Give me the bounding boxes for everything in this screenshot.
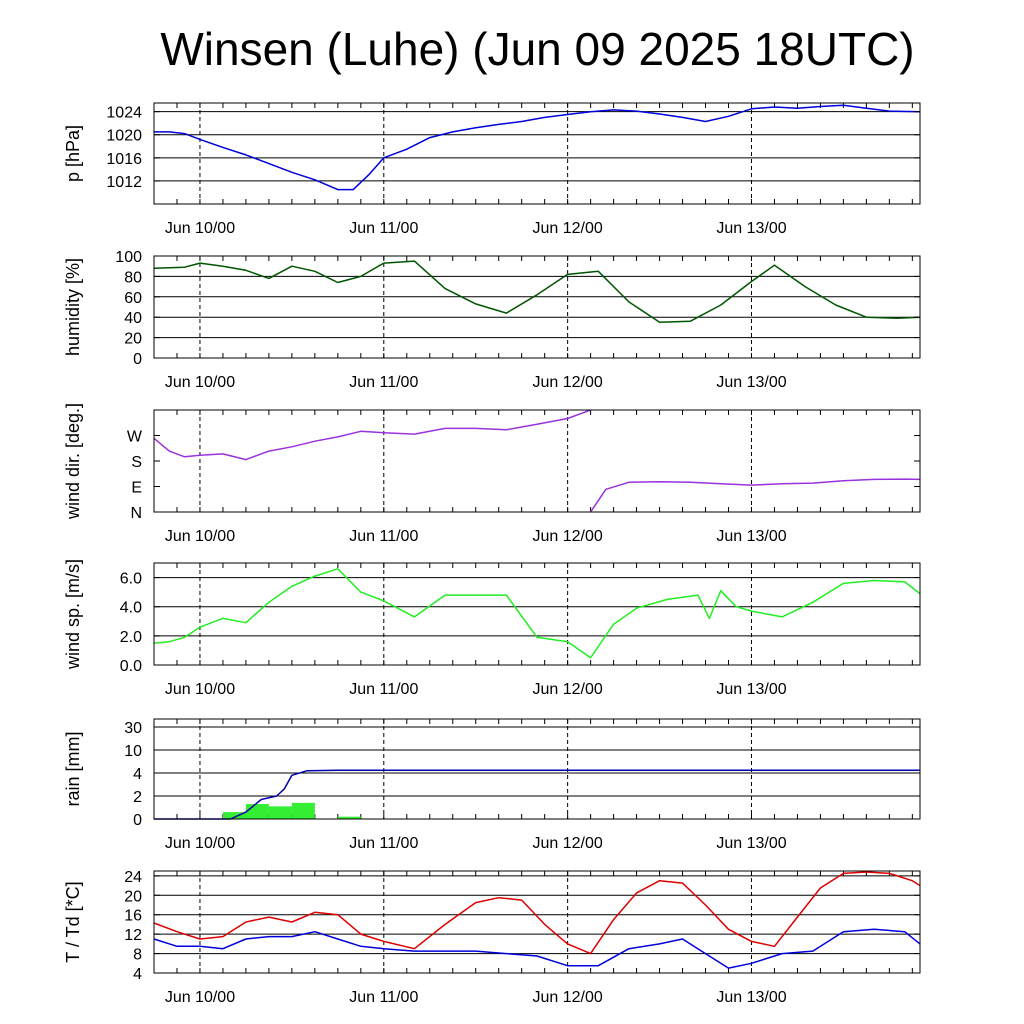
rain-bar [245,804,269,819]
y-tick-label: W [127,429,143,446]
y-axis-label: p [hPa] [63,125,83,182]
y-tick-label: 100 [115,249,142,266]
y-tick-label: 4 [133,966,142,983]
plot-frame [153,102,921,205]
x-tick-label: Jun 11/00 [349,835,418,852]
series-line-rain [154,769,920,820]
plot-frame [153,255,921,359]
y-axis-label: humidity [%] [63,258,83,356]
series-line-pressure [154,104,921,191]
y-tick-label: 2 [133,789,142,806]
plot-frame [153,562,921,666]
x-tick-label: Jun 10/00 [165,374,235,391]
y-tick-label: 20 [124,888,142,905]
y-tick-label: 4 [133,766,142,783]
y-tick-label: 1024 [106,105,142,122]
rain-bar [291,802,315,819]
series-line-wind_direction [153,409,591,461]
x-tick-label: Jun 10/00 [165,220,235,237]
y-tick-label: 16 [124,908,142,925]
y-tick-label: 20 [124,331,142,348]
rain-bar [222,812,246,819]
y-tick-label: 8 [133,947,142,964]
x-tick-label: Jun 12/00 [532,681,602,698]
y-tick-label: 1012 [106,174,142,191]
y-tick-label: 6.0 [120,571,142,588]
y-axis-label: T / Td [*C] [63,881,83,962]
panel-humidity: 0 20 40 60 80 100 humidity [%] Jun 10/00 Jun 11/… [63,249,921,391]
x-tick-label: Jun 11/00 [349,374,418,391]
x-tick-label: Jun 11/00 [349,681,418,698]
x-tick-label: Jun 11/00 [349,528,418,545]
x-tick-label: Jun 11/00 [349,989,418,1006]
y-tick-label: 40 [124,310,142,327]
x-tick-label: Jun 13/00 [716,528,786,545]
series-line-wind_speed [153,568,921,659]
y-tick-label: 80 [124,269,142,286]
series-line-temperature_dewpoint-Td [153,928,921,969]
y-tick-label: 0 [133,812,142,829]
y-tick-label: 60 [124,290,142,307]
x-tick-label: Jun 10/00 [165,528,235,545]
y-tick-label: 4.0 [120,600,142,617]
x-tick-label: Jun 12/00 [532,374,602,391]
y-axis-label: wind dir. [deg.] [63,403,83,520]
panel-temperature_dewpoint: 4 8 12 16 20 24 T / Td [*C] Jun 10/00 Jun 11/00 J… [63,869,921,1006]
series-line-humidity [153,260,921,324]
x-tick-label: Jun 13/00 [716,374,786,391]
y-tick-label: E [131,480,142,497]
x-tick-label: Jun 10/00 [165,681,235,698]
y-tick-label: 24 [124,869,142,886]
x-tick-label: Jun 12/00 [532,989,602,1006]
x-tick-label: Jun 13/00 [716,220,786,237]
y-tick-label: 1020 [106,128,142,145]
y-tick-label: N [130,505,142,522]
x-tick-label: Jun 10/00 [165,835,235,852]
x-tick-label: Jun 12/00 [532,528,602,545]
y-tick-label: 12 [124,927,142,944]
series-line-wind_direction [589,478,921,513]
x-tick-label: Jun 12/00 [532,835,602,852]
x-tick-label: Jun 13/00 [716,681,786,698]
plot-frame [153,718,921,820]
x-tick-label: Jun 13/00 [716,835,786,852]
y-tick-label: 0.0 [120,658,142,675]
plot-frame [153,870,921,974]
y-tick-label: 30 [124,720,142,737]
x-tick-label: Jun 12/00 [532,220,602,237]
y-tick-label: 2.0 [120,629,142,646]
panel-rain: 0 2 4 10 30 rain [mm] Jun 10/00 Jun 11/00 Jun 12… [63,718,921,852]
chart-title: Winsen (Luhe) (Jun 09 2025 18UTC) [160,23,915,75]
rain-bar [337,816,361,819]
x-tick-label: Jun 13/00 [716,989,786,1006]
panel-pressure: 1012 1016 1020 1024 p [hPa] Jun 10/00 Jun 11/0… [63,102,921,237]
y-axis-label: rain [mm] [63,731,83,806]
x-tick-label: Jun 11/00 [349,220,418,237]
y-axis-label: wind sp. [m/s] [63,559,83,670]
plot-frame [153,409,921,513]
y-tick-label: 10 [124,743,142,760]
y-tick-label: 0 [133,351,142,368]
x-tick-label: Jun 10/00 [165,989,235,1006]
y-tick-label: S [131,454,142,471]
panel-wind_speed: 0.0 2.0 4.0 6.0 wind sp. [m/s] Jun 10/00 Jun 1… [63,559,921,698]
series-line-temperature_dewpoint-T [153,871,921,955]
y-tick-label: 1016 [106,151,142,168]
rain-bar [268,806,292,819]
